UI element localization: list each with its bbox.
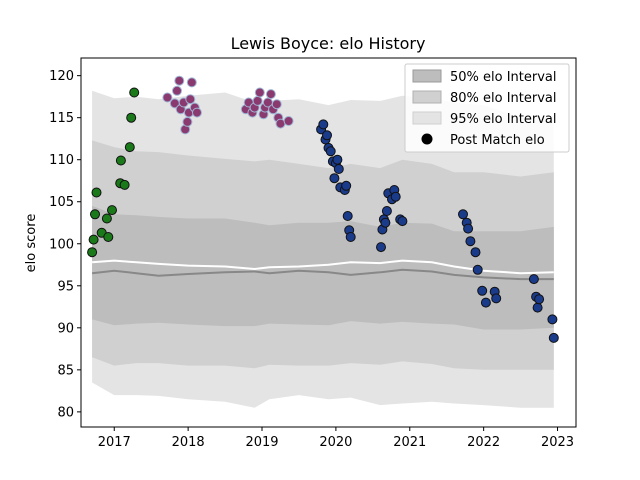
data-point	[91, 187, 102, 198]
legend-swatch-50	[412, 69, 442, 83]
x-tick-label: 2018	[172, 435, 205, 450]
data-point	[342, 211, 353, 221]
data-point	[192, 107, 202, 118]
data-point	[115, 155, 126, 166]
data-point	[185, 94, 196, 105]
data-point	[470, 247, 481, 258]
interval-bands	[92, 90, 554, 408]
data-point	[126, 112, 137, 123]
legend-marker-post-match	[421, 133, 433, 145]
data-point	[88, 234, 99, 245]
data-point	[174, 75, 185, 86]
y-tick-label: 95	[57, 279, 74, 294]
legend-label-80: 80% elo Interval	[450, 91, 557, 106]
y-tick-label: 85	[57, 363, 74, 378]
plot-frame	[80, 57, 577, 428]
data-point	[182, 116, 193, 127]
data-point	[380, 217, 391, 228]
post-match-points	[87, 75, 559, 343]
data-point	[333, 164, 344, 174]
data-point	[532, 302, 543, 313]
y-axis-label: elo score	[24, 214, 39, 273]
data-point	[283, 116, 294, 126]
data-point	[465, 236, 476, 247]
data-point	[322, 130, 332, 141]
data-point	[390, 191, 401, 202]
data-point	[397, 216, 408, 227]
data-point	[90, 209, 100, 220]
data-point	[186, 77, 197, 88]
legend-label-95: 95% elo Interval	[450, 112, 557, 127]
data-point	[318, 119, 329, 130]
legend-label-post-match: Post Match elo	[450, 133, 545, 148]
y-tick-label: 120	[49, 69, 74, 84]
data-point	[265, 89, 276, 100]
data-point	[491, 293, 502, 304]
data-point	[329, 173, 340, 184]
mean-line	[92, 259, 554, 275]
median-line	[91, 268, 554, 281]
data-point	[254, 87, 265, 98]
y-tick-label: 110	[49, 153, 74, 168]
data-point	[101, 213, 112, 224]
data-point	[458, 209, 468, 220]
data-point	[472, 264, 483, 275]
y-axis: 80 85 90 95 100 105 110 115 120	[49, 69, 81, 420]
trend-lines	[91, 259, 554, 281]
y-tick-label: 90	[57, 321, 74, 336]
data-point	[252, 95, 263, 106]
y-tick-label: 80	[57, 405, 74, 420]
plot-area	[80, 57, 577, 428]
legend: 50% elo Interval 80% elo Interval 95% el…	[404, 63, 570, 153]
legend-swatch-95	[412, 111, 442, 125]
legend-box	[404, 63, 570, 153]
data-point	[480, 297, 491, 308]
data-point	[103, 232, 114, 242]
data-point	[463, 223, 474, 234]
data-point	[162, 92, 173, 103]
data-point	[325, 146, 336, 157]
data-point	[547, 314, 558, 325]
legend-swatch-80	[412, 90, 442, 104]
data-point	[332, 154, 343, 165]
data-point	[271, 99, 282, 110]
y-tick-label: 100	[49, 237, 74, 252]
data-point	[341, 180, 352, 191]
y-tick-label: 115	[49, 111, 74, 126]
x-tick-label: 2019	[245, 435, 278, 450]
data-point	[87, 247, 98, 258]
x-tick-label: 2022	[467, 435, 500, 450]
data-point	[345, 232, 356, 242]
data-point	[548, 332, 559, 343]
x-tick-label: 2023	[541, 435, 574, 450]
data-point	[534, 294, 545, 305]
data-point	[107, 205, 117, 216]
chart-title: Lewis Boyce: elo History	[231, 34, 426, 53]
data-point	[129, 87, 140, 98]
data-point	[381, 206, 392, 216]
legend-label-50: 50% elo Interval	[450, 70, 557, 85]
data-point	[119, 179, 130, 190]
band-50	[92, 205, 554, 330]
data-point	[528, 274, 539, 285]
x-tick-label: 2017	[98, 435, 131, 450]
x-tick-label: 2021	[393, 435, 426, 450]
x-tick-label: 2020	[319, 435, 352, 450]
data-point	[172, 85, 182, 96]
data-point	[124, 142, 135, 153]
data-point	[376, 242, 386, 253]
y-tick-label: 105	[49, 195, 74, 210]
data-point	[477, 285, 488, 296]
x-axis: 2017 2018 2019 2020 2021 2022 2023	[98, 427, 574, 450]
